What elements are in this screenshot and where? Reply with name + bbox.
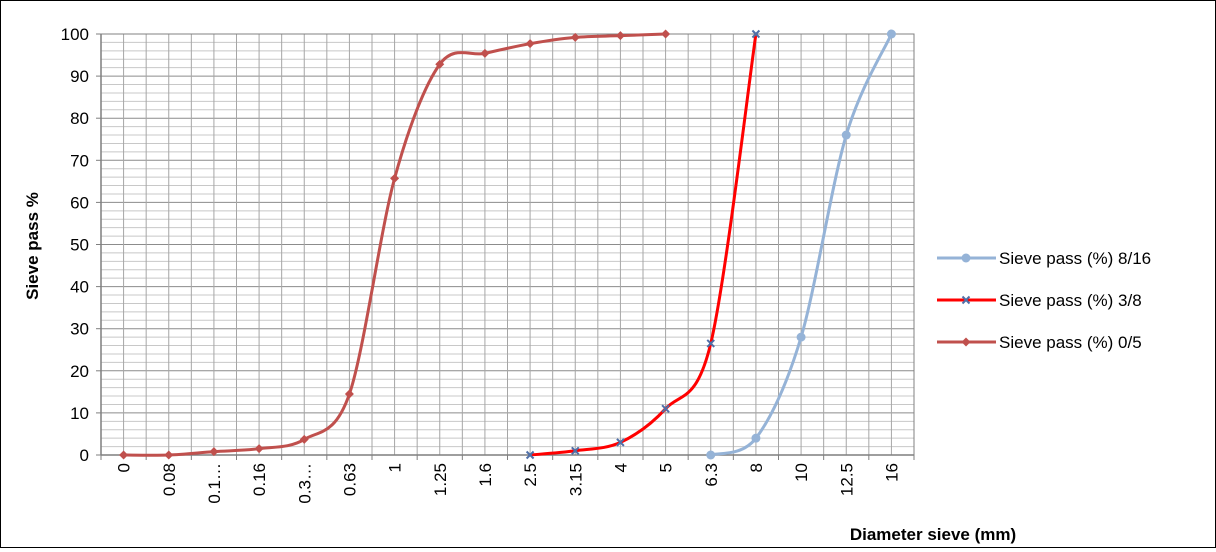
legend-item: Sieve pass (%) 0/5	[937, 333, 1142, 352]
y-tick-label: 0	[80, 446, 89, 465]
data-point	[525, 39, 535, 49]
data-point	[299, 434, 309, 444]
y-tick-label: 80	[70, 109, 89, 128]
x-tick-label: 0	[115, 463, 134, 472]
series-sieve-pass-0-5	[119, 29, 671, 460]
data-point	[841, 130, 851, 140]
data-point	[661, 29, 671, 39]
data-point	[480, 48, 490, 58]
y-tick-label: 30	[70, 320, 89, 339]
y-tick-label: 70	[70, 151, 89, 170]
series-sieve-pass-3-8	[525, 29, 761, 460]
x-tick-label: 4	[611, 463, 630, 472]
y-tick-labels: 0 10 20 30 40 50 60 70 80 90 100	[61, 25, 89, 465]
x-tick-label: 0.63	[340, 463, 359, 496]
data-point	[164, 450, 174, 460]
data-point	[706, 450, 716, 460]
data-point	[886, 29, 896, 39]
data-point	[796, 332, 806, 342]
data-point	[616, 438, 625, 447]
data-point	[209, 447, 219, 457]
data-point	[661, 404, 670, 413]
y-tick-label: 100	[61, 25, 89, 44]
data-point	[751, 29, 761, 39]
x-tick-label: 3.15	[566, 463, 585, 496]
series-sieve-pass-8-16	[706, 29, 896, 460]
x-tick-label: 1	[386, 463, 405, 472]
series-layer	[119, 29, 896, 460]
data-point	[706, 339, 715, 348]
y-tick-label: 60	[70, 193, 89, 212]
y-tick-label: 10	[70, 404, 89, 423]
x-tick-label: 10	[792, 463, 811, 482]
data-point	[571, 446, 580, 455]
data-point	[390, 173, 400, 183]
legend-marker	[961, 253, 971, 263]
legend-item: Sieve pass (%) 8/16	[937, 249, 1151, 268]
y-tick-label: 50	[70, 236, 89, 255]
data-point	[254, 444, 264, 454]
y-tick-label: 40	[70, 278, 89, 297]
x-tick-label: 5	[657, 463, 676, 472]
legend-label: Sieve pass (%) 3/8	[999, 291, 1142, 310]
data-point	[119, 450, 129, 460]
x-tick-label: 0.3…	[295, 463, 314, 504]
plot-area	[96, 33, 915, 460]
x-tick-label: 8	[747, 463, 766, 472]
x-axis-title: Diameter sieve (mm)	[850, 525, 1016, 544]
grid-lines	[100, 33, 915, 456]
x-tick-label: 0.16	[250, 463, 269, 496]
legend-item: Sieve pass (%) 3/8	[937, 291, 1142, 310]
x-tick-labels: 0 0.08 0.1… 0.16 0.3… 0.63 1 1.25 1.6 2.5 3.15 4 5 6.…	[115, 463, 902, 504]
x-tick-label: 12.5	[837, 463, 856, 496]
y-tick-label: 20	[70, 362, 89, 381]
data-point	[751, 433, 761, 443]
series-line	[122, 32, 668, 457]
legend-label: Sieve pass (%) 0/5	[999, 333, 1142, 352]
x-tick-label: 1.6	[476, 463, 495, 487]
data-point	[344, 389, 354, 399]
legend: Sieve pass (%) 8/16 Sieve pass (%) 3/8 Sie…	[937, 249, 1151, 352]
x-tick-label: 0.08	[160, 463, 179, 496]
data-point	[570, 32, 580, 42]
y-axis-title: Sieve pass %	[23, 192, 42, 300]
data-point	[615, 31, 625, 41]
x-tick-label: 0.1…	[205, 463, 224, 504]
x-tick-label: 2.5	[521, 463, 540, 487]
legend-label: Sieve pass (%) 8/16	[999, 249, 1151, 268]
legend-marker	[961, 295, 971, 305]
data-point	[525, 450, 535, 460]
x-tick-label: 16	[882, 463, 901, 482]
legend-marker	[961, 337, 971, 347]
y-tick-label: 90	[70, 67, 89, 86]
x-tick-label: 6.3	[702, 463, 721, 487]
data-point	[435, 59, 445, 69]
x-tick-label: 1.25	[431, 463, 450, 496]
